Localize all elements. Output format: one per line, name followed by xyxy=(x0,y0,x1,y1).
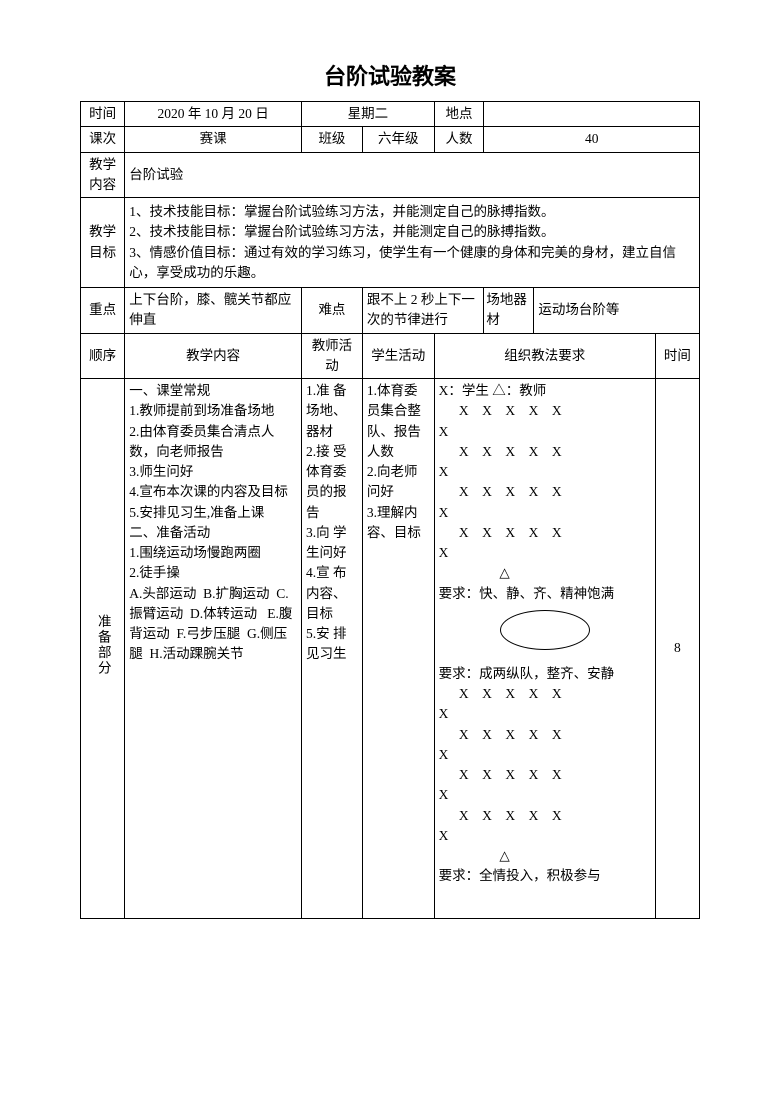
org-req-header: 组织教法要求 xyxy=(434,333,655,379)
req-1: 要求：快、静、齐、精神饱满 xyxy=(439,584,651,604)
weekday-label: 星期二 xyxy=(302,102,435,127)
prep-teacher-act: 1.准 备场地、器材 2.接 受体育委员的报告 3.向 学生问好 4.宣 布内容… xyxy=(302,379,363,919)
page-title: 台阶试验教案 xyxy=(80,60,700,93)
teacher-act-header: 教师活动 xyxy=(302,333,363,379)
equip-label: 场地器材 xyxy=(484,288,534,333)
goal-value: 1、技术技能目标：掌握台阶试验练习方法，并能测定自己的脉搏指数。 2、技术技能目… xyxy=(125,198,700,288)
class-value: 六年级 xyxy=(362,127,434,152)
triangle-2: △ xyxy=(439,846,651,866)
formation-2: X X X X XX X X X X XX X X X X XX X X X X… xyxy=(439,684,651,846)
legend-text: X：学生 △：教师 xyxy=(439,381,651,401)
class-label: 班级 xyxy=(302,127,363,152)
prep-teach-content: 一、课堂常规 1.教师提前到场准备场地 2.由体育委员集合清点人数，向老师报告 … xyxy=(125,379,302,919)
req-3: 要求：全情投入，积极参与 xyxy=(439,866,651,886)
formation-1: X X X X XX X X X X XX X X X X XX X X X X… xyxy=(439,401,651,563)
prep-section-label: 准备部分 xyxy=(92,614,112,676)
prep-org-req: X：学生 △：教师 X X X X XX X X X X XX X X X X … xyxy=(434,379,655,919)
order-header: 顺序 xyxy=(81,333,125,379)
time-label: 时间 xyxy=(81,102,125,127)
content-label: 教学内容 xyxy=(81,152,125,198)
place-label: 地点 xyxy=(434,102,484,127)
equip-value: 运动场台阶等 xyxy=(534,288,699,333)
focus-label: 重点 xyxy=(81,288,125,334)
place-value xyxy=(484,102,700,127)
teach-content-header: 教学内容 xyxy=(125,333,302,379)
prep-student-act: 1.体育委员集合整队、报告人数 2.向老师问好 3.理解内容、目标 xyxy=(362,379,434,919)
triangle-1: △ xyxy=(439,563,651,583)
time-value: 2020 年 10 月 20 日 xyxy=(125,102,302,127)
difficulty-label: 难点 xyxy=(302,288,363,334)
count-label: 人数 xyxy=(434,127,484,152)
goal-label: 教学目标 xyxy=(81,198,125,288)
session-label: 课次 xyxy=(81,127,125,152)
student-act-header: 学生活动 xyxy=(362,333,434,379)
req-2: 要求：成两纵队，整齐、安静 xyxy=(439,664,651,684)
count-value: 40 xyxy=(484,127,700,152)
prep-time-value: 8 xyxy=(655,379,699,919)
focus-value: 上下台阶，膝、髋关节都应伸直 xyxy=(125,288,302,334)
difficulty-value: 跟不上 2 秒上下一次的节律进行 xyxy=(362,288,484,334)
time-header: 时间 xyxy=(655,333,699,379)
content-value: 台阶试验 xyxy=(125,152,700,198)
ellipse-shape xyxy=(500,610,590,650)
lesson-plan-table: 时间 2020 年 10 月 20 日 星期二 地点 课次 赛课 班级 六年级 … xyxy=(80,101,700,919)
session-value: 赛课 xyxy=(125,127,302,152)
